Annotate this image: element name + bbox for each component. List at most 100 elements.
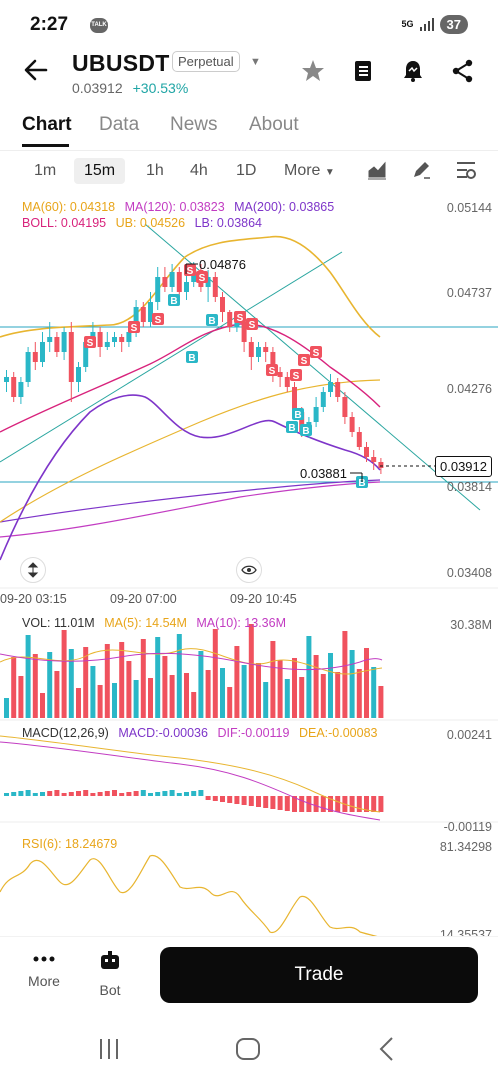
- candle-body: [270, 352, 276, 372]
- expand-vertical-icon[interactable]: [20, 557, 46, 583]
- share-icon[interactable]: [450, 58, 476, 84]
- high-annotation: 0.04876: [199, 257, 246, 272]
- indicator-settings-icon[interactable]: [455, 159, 477, 181]
- dea-label: DEA:-0.00083: [298, 726, 378, 740]
- macd-histogram-bar: [18, 791, 24, 796]
- candle-body: [184, 282, 189, 292]
- home-icon[interactable]: [233, 1034, 263, 1064]
- back-nav-icon[interactable]: [372, 1034, 402, 1064]
- candle-body: [248, 342, 254, 357]
- signal-marker: [298, 354, 310, 366]
- volume-ma10-line: [0, 652, 383, 671]
- macd-histogram-bar: [119, 793, 125, 796]
- timeframe-1h[interactable]: 1h: [146, 162, 164, 179]
- notebook-icon[interactable]: [350, 58, 376, 84]
- rsi-axis-top: 81.34298: [439, 840, 492, 854]
- time-axis-label: 09-20 07:00: [110, 592, 177, 606]
- more-button[interactable]: More: [19, 951, 69, 989]
- pair-title[interactable]: UBUSDT: [72, 50, 170, 76]
- macd-histogram-bar: [104, 791, 110, 796]
- macd-histogram-bar: [299, 796, 305, 812]
- trade-button[interactable]: Trade: [160, 947, 478, 1003]
- signal-icon: [419, 17, 434, 31]
- macd-histogram-bar: [356, 796, 362, 812]
- candle-body: [205, 277, 211, 287]
- ma60-line: [0, 379, 381, 523]
- price-alert-icon[interactable]: [400, 58, 426, 84]
- volume-bar: [18, 676, 24, 718]
- signal-marker: [206, 314, 218, 326]
- candle-body: [83, 342, 89, 367]
- volume-bar: [40, 693, 45, 718]
- star-icon[interactable]: [300, 58, 326, 84]
- back-arrow-icon[interactable]: [22, 56, 50, 84]
- signal-marker-label: S: [313, 348, 320, 359]
- timeframe-more[interactable]: More ▼: [274, 158, 345, 184]
- ma200-line: [0, 481, 381, 538]
- candle-body: [328, 382, 333, 392]
- chart-type-icon[interactable]: [366, 159, 388, 181]
- volume-bar: [112, 683, 117, 718]
- vol-ma5-label: MA(5): 14.54M: [104, 616, 187, 630]
- candle-body: [61, 332, 67, 352]
- macd-histogram-bar: [270, 796, 276, 809]
- macd-histogram-bar: [11, 792, 17, 796]
- caret-down-icon: ▼: [324, 167, 335, 178]
- volume-bar: [328, 653, 333, 718]
- volume-bar: [76, 688, 81, 718]
- volume-bar: [133, 680, 139, 718]
- candle-body: [220, 297, 225, 312]
- vol-ma10-label: MA(10): 13.36M: [196, 616, 286, 630]
- tab-data[interactable]: Data: [99, 114, 140, 135]
- volume-bar: [306, 636, 312, 718]
- contract-type-tag[interactable]: Perpetual: [172, 51, 240, 72]
- signal-marker: [128, 321, 140, 333]
- candle-body: [256, 347, 261, 357]
- price-change: +30.53%: [132, 80, 189, 96]
- volume-bar: [184, 673, 189, 718]
- macd-histogram-bar: [83, 790, 89, 796]
- volume-legend: VOL: 11.01M MA(5): 14.54M MA(10): 13.36M: [22, 616, 286, 630]
- timeframe-1d[interactable]: 1D: [236, 162, 257, 179]
- time-axis-label: 09-20 03:15: [0, 592, 67, 606]
- macd-histogram-bar: [212, 796, 218, 801]
- candle-body: [371, 457, 377, 462]
- recent-apps-icon[interactable]: [94, 1034, 124, 1064]
- candle-body: [162, 277, 168, 287]
- ma120-label: MA(120): 0.03823: [124, 200, 225, 214]
- macd-histogram-bar: [25, 790, 31, 796]
- drawing-pen-icon[interactable]: [410, 159, 432, 181]
- macd-histogram-bar: [54, 790, 60, 796]
- candle-body: [148, 302, 153, 322]
- tab-about[interactable]: About: [249, 114, 299, 135]
- timeframe-1m[interactable]: 1m: [34, 162, 57, 179]
- volume-bar: [169, 675, 175, 718]
- price-summary: 0.03912 +30.53%: [72, 80, 188, 96]
- macd-histogram-bar: [61, 793, 67, 796]
- candle-body: [11, 377, 17, 397]
- volume-bar: [83, 647, 89, 718]
- bot-button[interactable]: Bot: [85, 951, 135, 998]
- signal-marker-label: B: [288, 423, 295, 434]
- eye-icon[interactable]: [236, 557, 262, 583]
- timeframe-15m[interactable]: 15m: [74, 158, 126, 184]
- volume-bar: [263, 682, 269, 718]
- bot-label: Bot: [99, 982, 121, 998]
- status-icons: 5G 37: [402, 15, 468, 34]
- timeframe-4h[interactable]: 4h: [190, 162, 208, 179]
- chevron-down-icon[interactable]: ▼: [250, 56, 261, 68]
- candle-body: [284, 377, 290, 387]
- volume-bar: [126, 661, 132, 718]
- macd-histogram-bar: [112, 790, 117, 796]
- macd-histogram-bar: [155, 792, 161, 796]
- tab-news[interactable]: News: [170, 114, 218, 135]
- volume-bar: [378, 686, 384, 718]
- signal-marker: [310, 346, 322, 358]
- signal-marker-label: S: [301, 356, 308, 367]
- candle-body: [320, 392, 326, 407]
- volume-bar: [90, 666, 96, 718]
- tab-chart[interactable]: Chart: [22, 114, 72, 135]
- volume-bar: [205, 670, 211, 718]
